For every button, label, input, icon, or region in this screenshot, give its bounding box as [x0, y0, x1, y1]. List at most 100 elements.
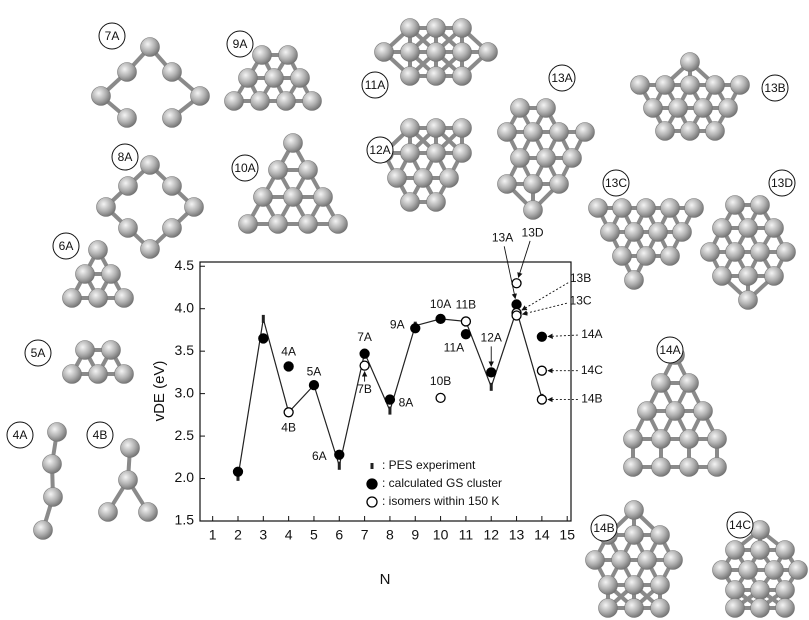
atom: [681, 53, 700, 72]
atom: [375, 43, 394, 62]
atom: [89, 365, 108, 384]
atom: [726, 599, 745, 618]
structure-label: 4B: [93, 428, 108, 442]
atom: [498, 175, 517, 194]
atom: [537, 149, 556, 168]
atom: [76, 265, 95, 284]
atom: [401, 144, 420, 163]
atom: [706, 76, 725, 95]
atom: [751, 196, 770, 215]
atom: [427, 119, 446, 138]
atom: [713, 561, 732, 580]
atom: [701, 243, 720, 262]
atom: [613, 199, 632, 218]
isomer-point: [284, 408, 293, 417]
point-label: 13A: [492, 231, 513, 245]
atom: [401, 43, 420, 62]
gs-point: [487, 368, 496, 377]
x-tick-label: 1: [209, 527, 217, 543]
atom: [279, 46, 298, 65]
cluster: 4A: [7, 422, 67, 540]
gs-point: [284, 362, 293, 371]
atom: [163, 219, 182, 238]
atom: [625, 576, 644, 595]
atom: [599, 599, 618, 618]
atom: [726, 541, 745, 560]
legend-symbol: [367, 497, 377, 507]
y-tick-label: 4.0: [175, 299, 195, 315]
atom: [303, 92, 322, 111]
atom: [401, 67, 420, 86]
atom: [550, 175, 569, 194]
legend-label: : calculated GS cluster: [382, 476, 502, 490]
atom: [314, 188, 333, 207]
atom: [789, 561, 808, 580]
isomer-point: [537, 395, 546, 404]
atom: [625, 223, 644, 242]
atom: [651, 599, 670, 618]
x-tick-label: 4: [285, 527, 293, 543]
atom: [139, 503, 158, 522]
point-label: 7B: [357, 382, 372, 396]
atom: [524, 201, 543, 220]
x-tick-label: 14: [534, 527, 550, 543]
cluster: 14A: [624, 337, 727, 477]
atom: [652, 430, 671, 449]
atom: [624, 458, 643, 477]
atom: [97, 198, 116, 217]
atom: [706, 122, 725, 141]
atom: [624, 430, 643, 449]
atom: [524, 123, 543, 142]
atom: [251, 92, 270, 111]
atom: [751, 581, 770, 600]
atom: [652, 374, 671, 393]
gs-point: [360, 349, 369, 358]
atom: [666, 402, 685, 421]
atom: [119, 471, 138, 490]
x-tick-label: 2: [234, 527, 242, 543]
atom: [118, 109, 137, 128]
atom: [524, 175, 543, 194]
atom: [669, 99, 688, 118]
atom: [601, 223, 620, 242]
atom: [765, 561, 784, 580]
atom: [118, 63, 137, 82]
atom: [776, 599, 795, 618]
structure-label: 7A: [105, 29, 120, 43]
figure: 7A9A11A13A13B8A10A12A13C13D6A5A4A4B14A14…: [0, 0, 809, 620]
point-label: 12A: [481, 331, 502, 345]
cluster: 6A: [53, 233, 134, 308]
structure-label: 14C: [729, 518, 751, 532]
x-tick-label: 12: [483, 527, 499, 543]
atom: [586, 551, 605, 570]
gs-point: [512, 300, 521, 309]
atom: [631, 76, 650, 95]
gs-point: [335, 450, 344, 459]
cluster: 13B: [631, 53, 789, 141]
atom: [673, 223, 692, 242]
atom: [612, 551, 631, 570]
atom: [613, 247, 632, 266]
atom: [453, 119, 472, 138]
atom: [141, 38, 160, 57]
atom: [277, 92, 296, 111]
atom: [63, 365, 82, 384]
atom: [739, 267, 758, 286]
atom: [713, 267, 732, 286]
atom: [652, 458, 671, 477]
atom: [713, 219, 732, 238]
atom: [751, 599, 770, 618]
atom: [563, 149, 582, 168]
cluster: 13A: [498, 65, 595, 220]
atom: [239, 69, 258, 88]
gs-point: [233, 467, 242, 476]
x-tick-label: 6: [335, 527, 343, 543]
cluster: 7A: [92, 23, 210, 128]
atom: [479, 43, 498, 62]
y-tick-label: 4.5: [175, 257, 195, 273]
cluster: 13C: [589, 170, 704, 290]
point-label: 13D: [522, 225, 544, 239]
cluster: 9A: [225, 31, 322, 111]
atom: [141, 156, 160, 175]
gs-point: [411, 324, 420, 333]
